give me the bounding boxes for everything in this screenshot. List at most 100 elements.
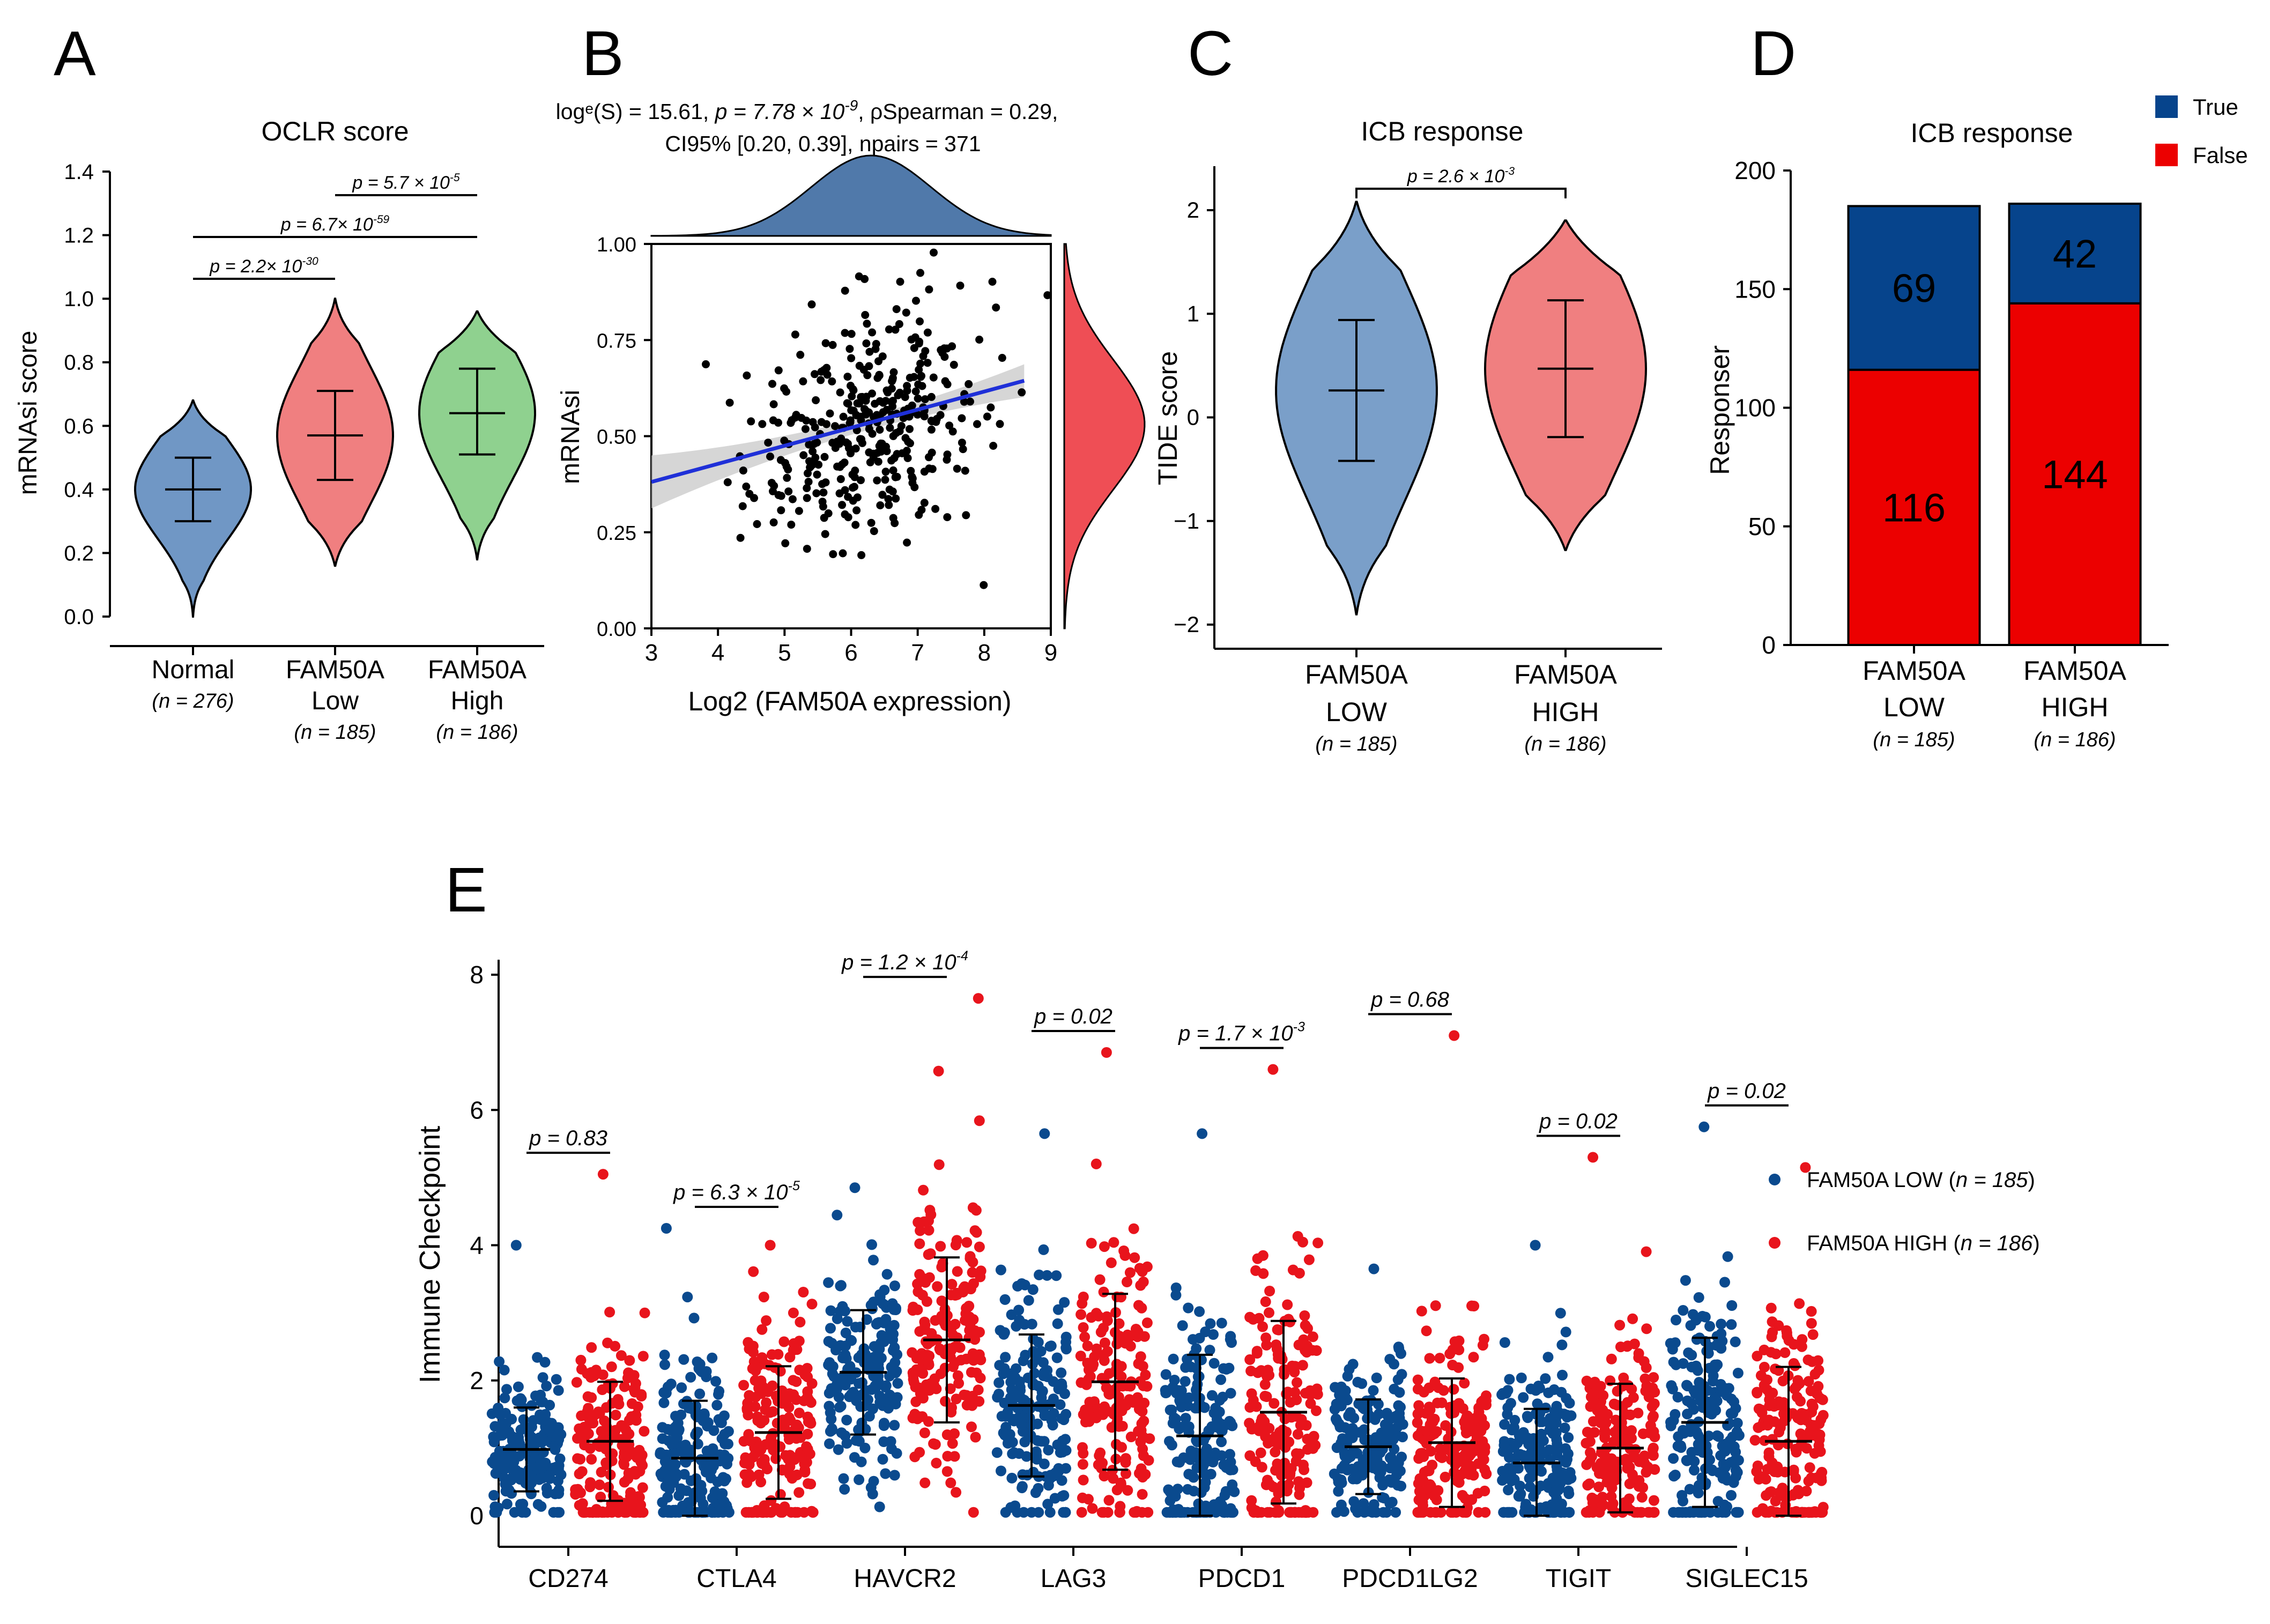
panel-e-point-high — [1591, 1398, 1602, 1409]
panel-b-point — [801, 425, 810, 433]
panel-e-ylabel: Immune Checkpoint — [414, 1126, 446, 1383]
panel-e-point-low — [877, 1454, 888, 1465]
panel-b-point — [736, 533, 745, 542]
panel-e-point-low — [682, 1292, 693, 1303]
panel-e-point-high — [1135, 1351, 1146, 1362]
panel-e-point-low — [1048, 1408, 1059, 1419]
panel-e-point-high — [1282, 1386, 1293, 1398]
panel-e-point-high — [1810, 1430, 1821, 1441]
panel-e-point-high — [1412, 1374, 1423, 1385]
panel-e-point-low — [1522, 1411, 1533, 1422]
panel-b-point — [973, 420, 981, 428]
panel-e-point-low — [1051, 1352, 1063, 1363]
panel-label-b: B — [582, 18, 624, 89]
panel-e-point-low — [1704, 1321, 1715, 1332]
panel-e-point-high — [1264, 1307, 1274, 1318]
panel-b-point — [925, 285, 933, 294]
panel-e-point-low — [541, 1487, 553, 1499]
panel-d-xtick-label: HIGH — [2042, 692, 2109, 722]
panel-e-point-low — [496, 1430, 508, 1441]
panel-b-point — [811, 454, 820, 462]
panel-b-point — [881, 476, 889, 484]
panel-e-point-low — [662, 1423, 673, 1435]
panel-e-point-low — [823, 1277, 834, 1288]
panel-e-point-low — [657, 1497, 668, 1508]
panel-e-point-low — [488, 1432, 499, 1442]
panel-e-point-low — [717, 1507, 729, 1518]
panel-b-ytick-label: 0.00 — [597, 618, 636, 641]
panel-e-point-low — [1039, 1410, 1050, 1421]
panel-e-point-high — [1793, 1488, 1805, 1500]
panel-e-point-low — [854, 1474, 865, 1485]
panel-e-point-high — [1759, 1344, 1770, 1355]
panel-e-point-high — [1478, 1445, 1489, 1456]
panel-e-point-high — [1122, 1277, 1132, 1287]
panel-a-ytick-label: 0.8 — [64, 351, 94, 375]
panel-e-point-low — [1330, 1382, 1341, 1393]
panel-e-point-low — [1394, 1465, 1406, 1477]
panel-e-point-high — [1636, 1492, 1648, 1503]
panel-e-point-high — [911, 1364, 922, 1375]
panel-e-point-low — [1666, 1380, 1677, 1391]
panel-e-point-low — [1557, 1369, 1568, 1381]
panel-e-point-low — [886, 1443, 897, 1455]
panel-e-point-low — [1685, 1426, 1696, 1437]
panel-e-point-high — [602, 1337, 613, 1348]
panel-e-point-high — [761, 1397, 772, 1408]
panel-e-point-high — [576, 1433, 587, 1444]
panel-e-point-high — [1759, 1435, 1770, 1446]
panel-e-point-low — [1196, 1487, 1207, 1498]
panel-e-point-high — [1606, 1353, 1617, 1365]
panel-b-point — [956, 281, 965, 290]
panel-e-point-low — [661, 1223, 672, 1234]
panel-e-point-high — [912, 1304, 923, 1315]
panel-e-point-low — [824, 1388, 835, 1399]
panel-b-point — [868, 429, 877, 438]
panel-e-point-low — [1060, 1331, 1072, 1343]
panel-e-point-high — [1302, 1434, 1313, 1444]
panel-e-point-high — [804, 1395, 815, 1406]
panel-e-point-low — [1388, 1434, 1399, 1445]
panel-e-point-high — [1097, 1409, 1109, 1420]
panel-e-point-low — [1056, 1413, 1067, 1424]
panel-e-point-low — [1058, 1490, 1070, 1501]
panel-e-point-high — [1129, 1507, 1140, 1518]
panel-e-point-low — [1012, 1413, 1023, 1423]
panel-e-point-low — [1393, 1343, 1405, 1354]
panel-b-point — [921, 395, 929, 404]
panel-e-point-high — [1804, 1507, 1815, 1518]
panel-b-point — [895, 320, 903, 328]
panel-e-point-low — [550, 1444, 561, 1455]
panel-b-point — [839, 549, 847, 558]
panel-e-legend-label-0: FAM50A LOW (n = 185) — [1807, 1168, 2035, 1192]
panel-e-point-low — [695, 1480, 707, 1491]
panel-e-point-high — [1620, 1409, 1631, 1420]
panel-e-point-low — [1678, 1358, 1689, 1369]
panel-e-point-low — [1018, 1507, 1029, 1518]
panel-e-legend-label-1: FAM50A HIGH (n = 186) — [1807, 1232, 2040, 1255]
panel-b-point — [907, 466, 915, 475]
panel-e-point-high — [1581, 1375, 1592, 1386]
panel-e-point-high — [606, 1507, 618, 1518]
panel-d-bar-label-false-0: 116 — [1882, 485, 1946, 530]
panel-e-point-high — [1433, 1382, 1444, 1393]
panel-e-point-low — [868, 1352, 879, 1363]
panel-b-subtitle-line2: CI95% [0.20, 0.39], npairs = 371 — [665, 131, 981, 156]
panel-e-point-high — [1253, 1312, 1265, 1324]
panel-e-point-low — [994, 1360, 1005, 1371]
panel-e-point-high — [1647, 1444, 1658, 1455]
panel-e-point-low — [889, 1470, 900, 1481]
panel-e-point-low — [552, 1475, 563, 1487]
panel-e-point-low — [839, 1484, 850, 1495]
panel-e-point-low — [1060, 1342, 1072, 1353]
panel-e-point-low — [881, 1269, 893, 1280]
panel-e-point-low — [1058, 1507, 1069, 1518]
panel-e-point-low — [671, 1471, 681, 1482]
panel-e-point-high — [1078, 1322, 1089, 1333]
panel-e-point-high — [1478, 1454, 1489, 1465]
panel-e-point-high — [1444, 1348, 1456, 1360]
panel-e-point-high — [1618, 1373, 1629, 1383]
panel-b-point — [931, 505, 940, 513]
panel-e-point-low — [840, 1349, 851, 1360]
panel-e-point-low — [1216, 1317, 1227, 1329]
